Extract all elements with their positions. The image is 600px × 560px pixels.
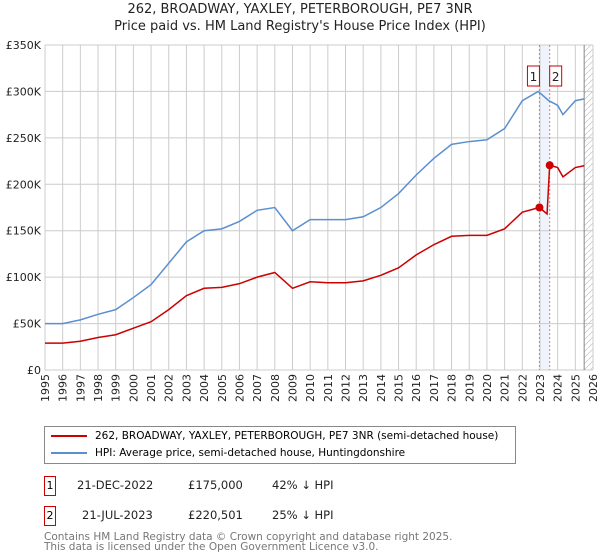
transaction-hpi: 25% ↓ HPI xyxy=(272,508,334,522)
x-tick-label: 2015 xyxy=(393,374,406,402)
transaction-hpi: 42% ↓ HPI xyxy=(272,478,334,492)
x-tick-label: 2011 xyxy=(322,374,335,402)
transaction-price: £220,501 xyxy=(188,508,243,522)
footer-copyright: Contains HM Land Registry data © Crown c… xyxy=(44,531,453,543)
x-tick-label: 2010 xyxy=(304,374,317,402)
x-tick-label: 1996 xyxy=(57,374,70,402)
x-tick-label: 2013 xyxy=(357,374,370,402)
marker-badge: 1 xyxy=(44,476,56,496)
transaction-price: £175,000 xyxy=(188,478,243,492)
x-tick-label: 2002 xyxy=(163,374,176,402)
x-tick-label: 2016 xyxy=(410,374,423,402)
marker-label-box xyxy=(549,65,563,87)
x-tick-label: 2005 xyxy=(216,374,229,402)
chart-subtitle: Price paid vs. HM Land Registry's House … xyxy=(114,19,486,34)
sale-period-band xyxy=(539,45,550,370)
forecast-hatch xyxy=(584,45,593,370)
transaction-date: 21-JUL-2023 xyxy=(82,508,153,522)
x-tick-label: 2006 xyxy=(233,374,246,402)
x-tick-label: 2024 xyxy=(552,374,565,402)
x-tick-label: 2000 xyxy=(127,374,140,402)
legend-item-hpi: HPI: Average price, semi-detached house,… xyxy=(51,447,405,459)
y-tick-label: £350K xyxy=(6,39,42,52)
price-paid-line xyxy=(45,164,585,344)
x-tick-label: 2023 xyxy=(534,374,547,402)
x-tick-label: 2003 xyxy=(180,374,193,402)
x-tick-label: 2019 xyxy=(463,374,476,402)
y-tick-label: £50K xyxy=(13,318,42,331)
marker-label-box xyxy=(526,65,540,87)
marker-label: 1 xyxy=(530,70,538,84)
x-tick-label: 2020 xyxy=(481,374,494,402)
x-tick-label: 2009 xyxy=(286,374,299,402)
x-tick-label: 2025 xyxy=(569,374,582,402)
x-tick-label: 2021 xyxy=(499,374,512,402)
y-tick-label: £250K xyxy=(6,132,42,145)
transaction-date: 21-DEC-2022 xyxy=(77,478,154,492)
sale-point xyxy=(535,203,544,212)
x-tick-label: 2026 xyxy=(587,374,600,402)
marker-badge: 2 xyxy=(44,506,56,526)
x-tick-label: 1997 xyxy=(74,374,87,402)
chart-title: 262, BROADWAY, YAXLEY, PETERBOROUGH, PE7… xyxy=(127,2,473,17)
x-tick-label: 2014 xyxy=(375,374,388,402)
footer-licence: This data is licensed under the Open Gov… xyxy=(44,541,379,553)
legend-label: HPI: Average price, semi-detached house,… xyxy=(95,447,406,459)
x-tick-label: 2001 xyxy=(145,374,158,402)
y-tick-label: £150K xyxy=(6,225,42,238)
hpi-line xyxy=(45,90,585,325)
y-tick-label: £100K xyxy=(6,271,42,284)
y-tick-label: £200K xyxy=(6,178,42,191)
x-tick-label: 2004 xyxy=(198,374,211,402)
x-tick-label: 1995 xyxy=(39,374,52,402)
legend-label: 262, BROADWAY, YAXLEY, PETERBOROUGH, PE7… xyxy=(95,430,499,442)
legend: 262, BROADWAY, YAXLEY, PETERBOROUGH, PE7… xyxy=(44,426,516,464)
x-tick-label: 1998 xyxy=(92,374,105,402)
legend-item-property: 262, BROADWAY, YAXLEY, PETERBOROUGH, PE7… xyxy=(51,430,498,442)
x-tick-label: 2022 xyxy=(516,374,529,402)
x-tick-label: 2017 xyxy=(428,374,441,402)
x-tick-label: 2008 xyxy=(269,374,282,402)
sale-point xyxy=(545,161,554,170)
x-tick-label: 2007 xyxy=(251,374,264,402)
price-chart: 1995 1996 1997 1998 1999 2000 2001 2002 2003 2004… xyxy=(6,39,600,402)
y-tick-label: £0 xyxy=(27,364,41,377)
x-tick-label: 2018 xyxy=(446,374,459,402)
y-tick-label: £300K xyxy=(6,85,42,98)
x-tick-label: 1999 xyxy=(110,374,123,402)
marker-label: 2 xyxy=(552,70,560,84)
x-tick-label: 2012 xyxy=(340,374,353,402)
